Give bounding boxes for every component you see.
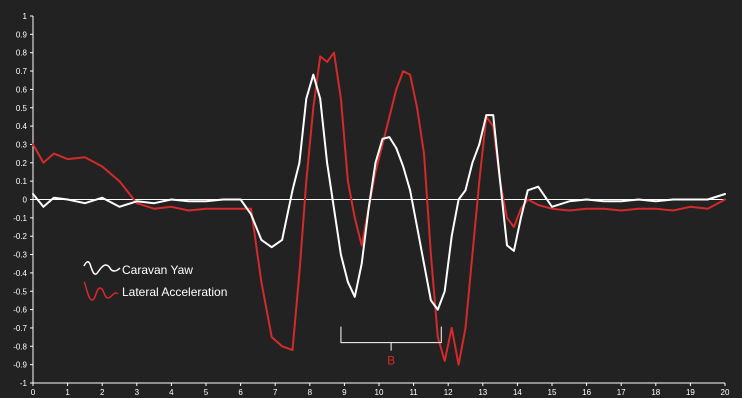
y-tick-label: 0.7 [16, 67, 28, 76]
x-tick-label: 2 [100, 388, 105, 397]
series-layer [32, 51, 726, 366]
x-tick-label: 1 [65, 388, 70, 397]
x-tick-label: 8 [308, 388, 313, 397]
legend-swatch [83, 261, 121, 275]
y-tick-label: 0.9 [16, 30, 28, 39]
y-tick-label: -1 [20, 379, 28, 388]
x-tick-label: 7 [273, 388, 278, 397]
x-tick-label: 3 [135, 388, 140, 397]
x-tick-label: 14 [513, 388, 522, 397]
x-tick-label: 4 [169, 388, 174, 397]
bracket-label: B [387, 354, 395, 368]
x-tick-label: 15 [548, 388, 557, 397]
y-tick-label: 0 [23, 196, 28, 205]
y-tick-label: 0.8 [16, 49, 28, 58]
legend-label: Lateral Acceleration [122, 285, 227, 299]
y-tick-label: 0.3 [16, 140, 28, 149]
y-tick-label: -0.5 [13, 287, 27, 296]
y-tick-label: -0.8 [13, 342, 27, 351]
series-line-caravan-yaw [32, 73, 726, 311]
x-tick-label: 16 [582, 388, 591, 397]
x-tick-label: 13 [478, 388, 487, 397]
series-line-lateral-acceleration [32, 51, 726, 366]
y-tick-label: -0.9 [13, 361, 27, 370]
x-tick-label: 10 [375, 388, 384, 397]
legend-swatch [83, 281, 119, 301]
legend-label: Caravan Yaw [122, 263, 193, 277]
x-tick-label: 11 [409, 388, 418, 397]
y-tick-label: -0.3 [13, 251, 27, 260]
x-tick-label: 17 [617, 388, 626, 397]
y-tick-label: 0.4 [16, 122, 28, 131]
legend: Caravan Yaw Lateral Acceleration [83, 261, 227, 301]
x-tick-label: 19 [686, 388, 695, 397]
y-tick-label: 0.6 [16, 85, 28, 94]
y-tick-label: 0.2 [16, 159, 28, 168]
y-tick-label: 1 [23, 12, 28, 21]
y-tick-label: -0.4 [13, 269, 27, 278]
x-tick-label: 6 [238, 388, 243, 397]
y-tick-label: -0.7 [13, 324, 27, 333]
annotation-layer: B [340, 326, 442, 368]
x-tick-label: 12 [444, 388, 453, 397]
y-tick-label: -0.2 [13, 232, 27, 241]
y-tick-label: 0.1 [16, 177, 28, 186]
axes: 1 0.9 0.8 0.7 0.6 0.5 0.4 0.3 0.2 0.1 0 -0.1 -0.2 -0.… [13, 12, 730, 397]
x-tick-label: 9 [342, 388, 347, 397]
y-tick-label: -0.1 [13, 214, 27, 223]
x-tick-label: 5 [204, 388, 209, 397]
y-tick-label: -0.6 [13, 306, 27, 315]
x-tick-label: 0 [31, 388, 36, 397]
y-tick-label: 0.5 [16, 104, 28, 113]
bracket-annotation [340, 326, 442, 351]
x-tick-label: 18 [651, 388, 660, 397]
x-tick-label: 20 [721, 388, 730, 397]
